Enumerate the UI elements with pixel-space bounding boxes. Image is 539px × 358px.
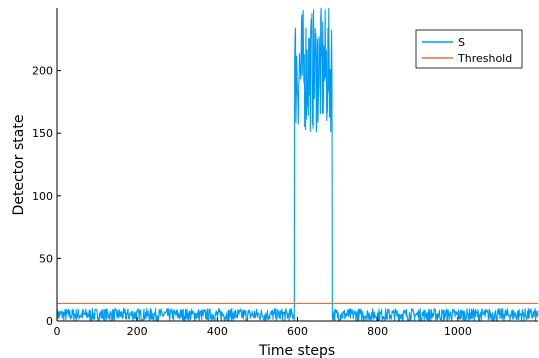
y-tick-labels: 0 50 100 150 200 bbox=[32, 65, 61, 328]
legend: S Threshold bbox=[415, 29, 523, 69]
y-tick-label: 150 bbox=[32, 127, 53, 140]
y-tick-label: 200 bbox=[32, 65, 53, 78]
y-tick-label: 100 bbox=[32, 190, 53, 203]
legend-label-s: S bbox=[458, 36, 465, 49]
x-tick-label: 0 bbox=[54, 325, 61, 338]
y-tick-label: 50 bbox=[39, 252, 53, 265]
y-tick-label: 0 bbox=[46, 315, 53, 328]
legend-label-threshold: Threshold bbox=[457, 52, 512, 65]
series-line-s bbox=[56, 7, 539, 322]
series-layer bbox=[56, 7, 539, 322]
y-axis-title: Detector state bbox=[11, 115, 27, 216]
x-tick-labels: 0 200 400 600 800 1000 bbox=[54, 317, 472, 338]
x-tick-label: 200 bbox=[127, 325, 148, 338]
legend-frame bbox=[415, 29, 523, 69]
x-tick-label: 1000 bbox=[444, 325, 472, 338]
x-tick-label: 400 bbox=[207, 325, 228, 338]
x-tick-label: 800 bbox=[367, 325, 388, 338]
x-axis-title: Time steps bbox=[258, 343, 335, 358]
x-tick-label: 600 bbox=[287, 325, 308, 338]
